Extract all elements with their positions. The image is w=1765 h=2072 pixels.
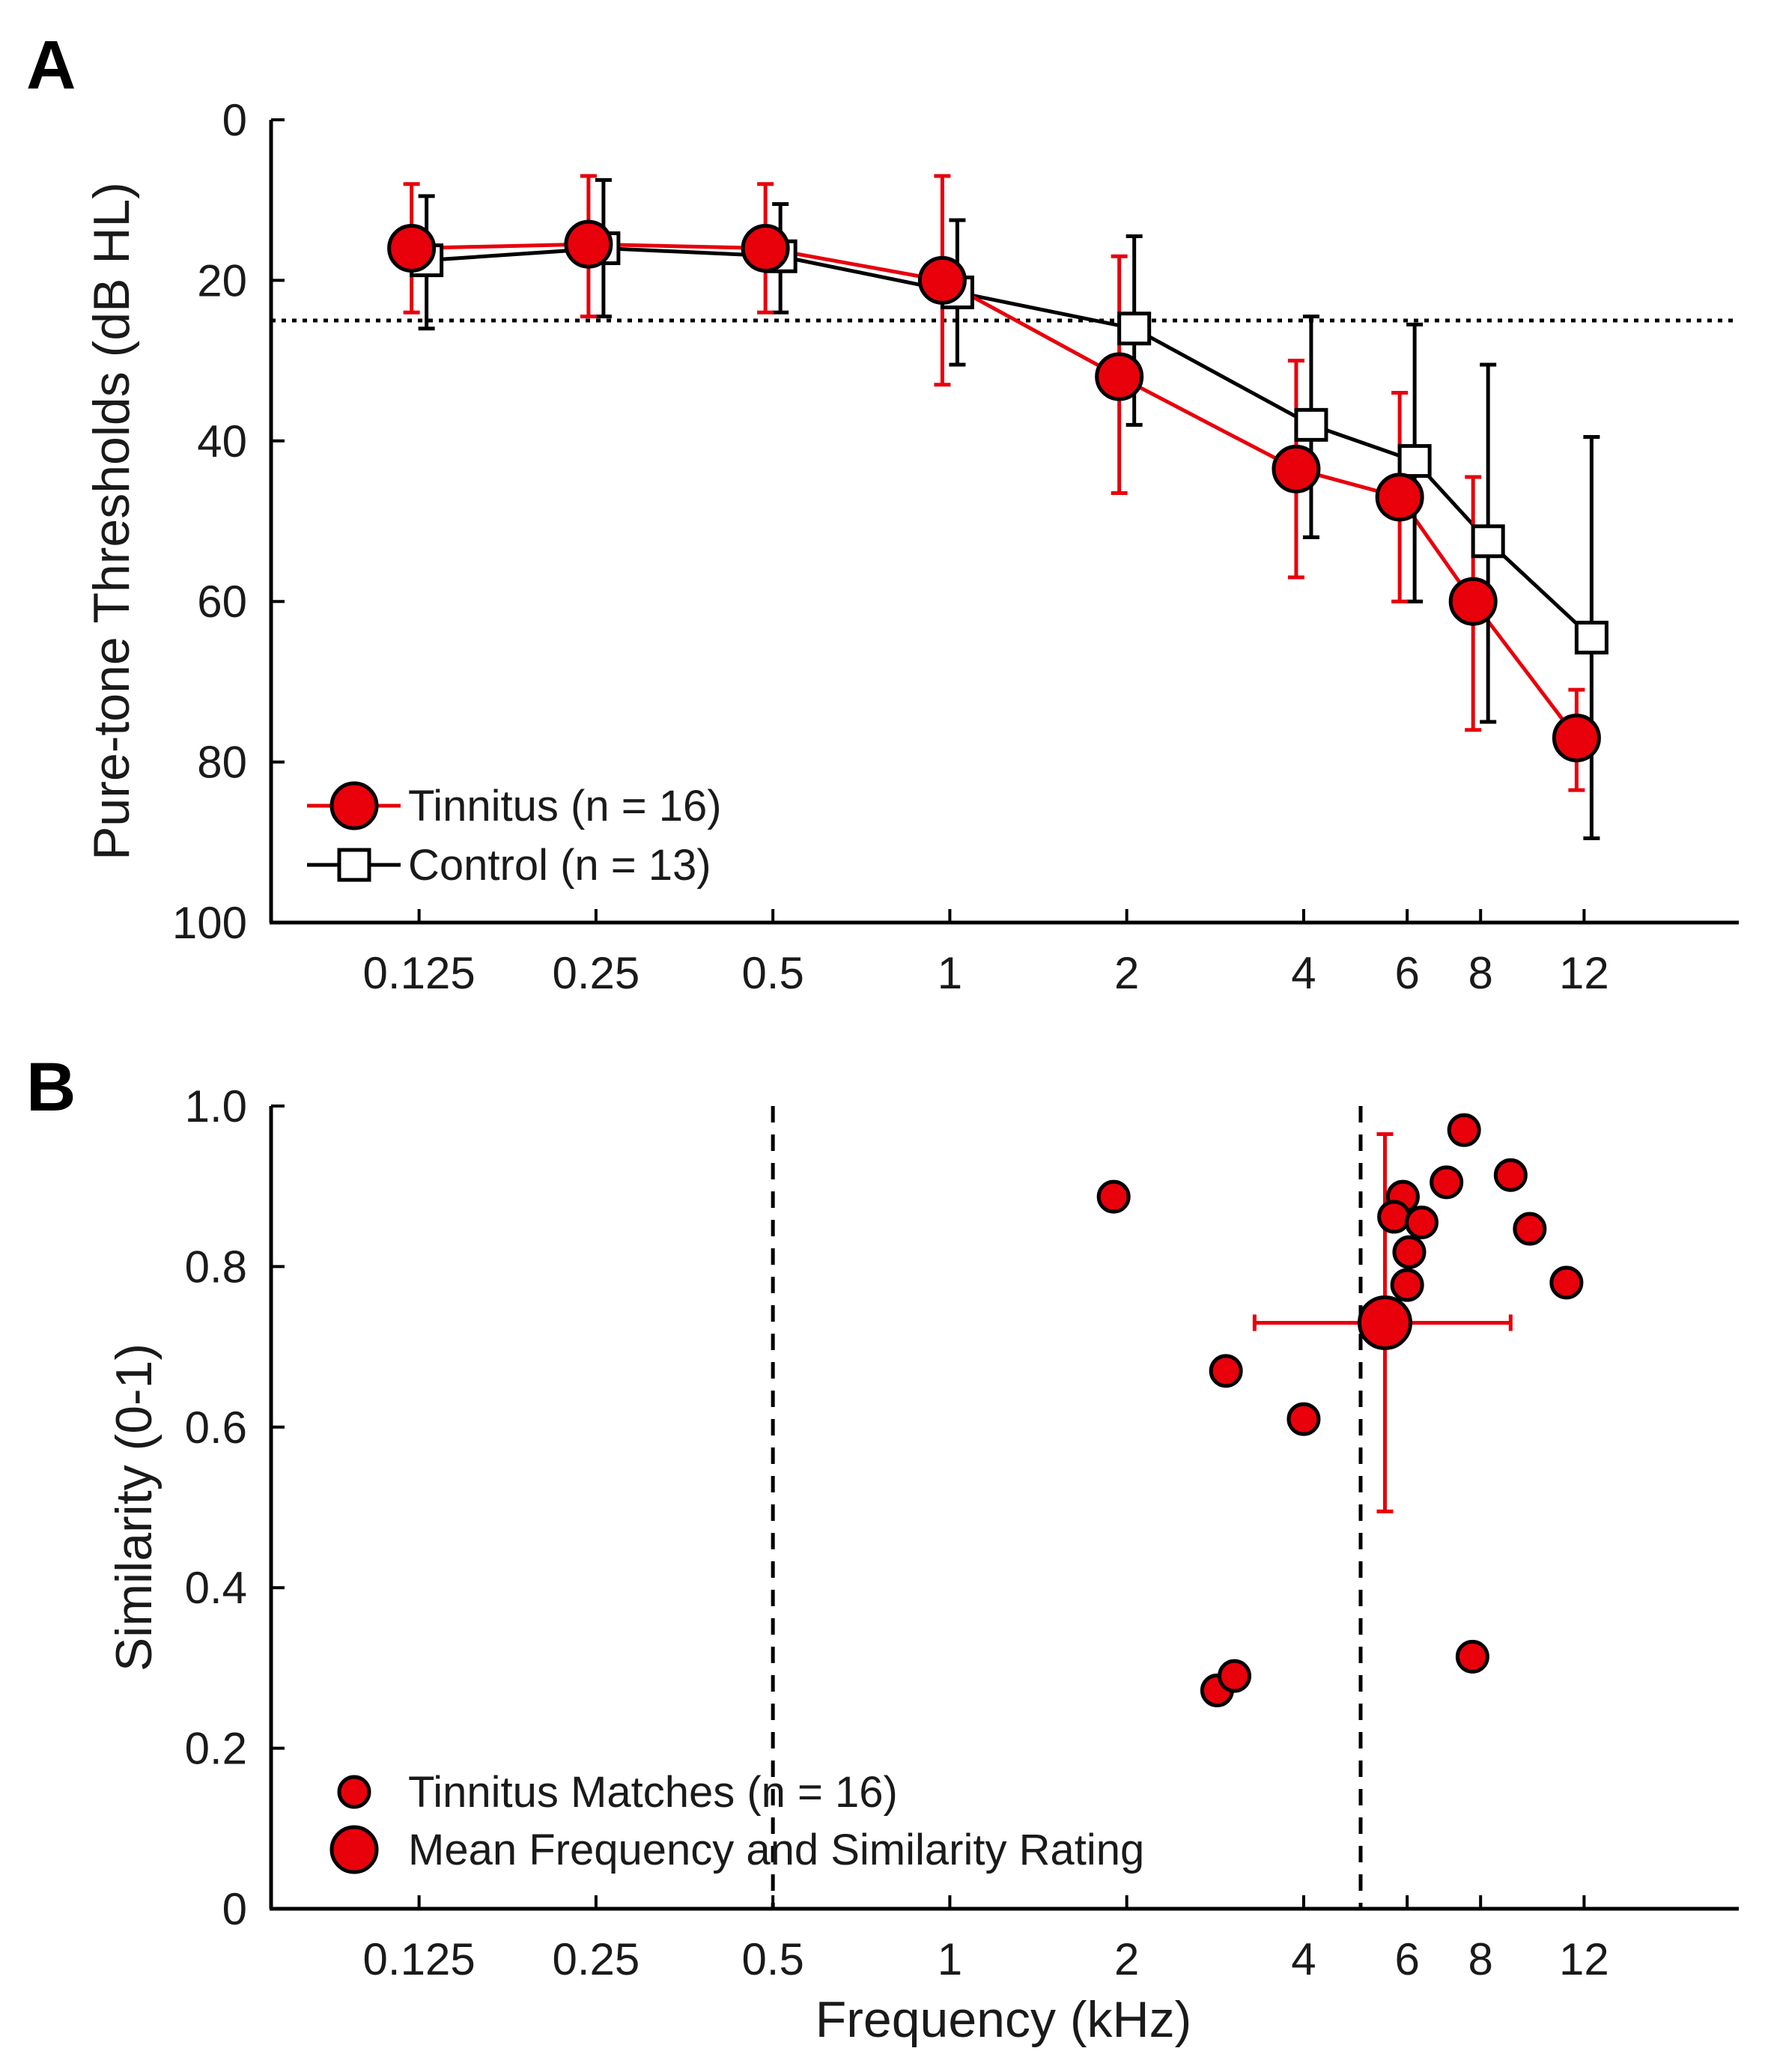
panel-b-mean-point: [1357, 1295, 1412, 1350]
panel-b-match-point: [1390, 1268, 1424, 1302]
panel-b-y-tick-label: 0.6: [185, 1403, 247, 1453]
panel-a-tinnitus-point: [1552, 713, 1601, 762]
panel-b-match-point: [1549, 1266, 1584, 1300]
panel-b-match-point: [1447, 1113, 1481, 1147]
legend-mean-marker: [329, 1825, 379, 1874]
panel-b-y-axis-label: Similarity (0-1): [106, 1343, 162, 1671]
panel-b-x-tick-label: 1: [938, 1934, 962, 1984]
panel-b-match-point: [1455, 1639, 1489, 1674]
legend-tinnitus-label: Tinnitus (n = 16): [408, 782, 722, 830]
legend-matches-marker: [337, 1775, 371, 1809]
panel-a-legend: Tinnitus (n = 16) Control (n = 13): [307, 781, 722, 890]
panel-a-x-tick-label: 12: [1559, 948, 1609, 998]
panel-b-x-tick-label: 0.125: [363, 1934, 476, 1984]
panel-b-match-point: [1286, 1402, 1321, 1436]
panel-b-y-tick-label: 0.4: [185, 1563, 247, 1613]
panel-a-markers: [387, 219, 1608, 762]
panel-a-tinnitus-point: [741, 224, 790, 273]
panel-b-match-point: [1513, 1212, 1547, 1246]
panel-b-match-point: [1377, 1200, 1412, 1234]
legend-tinnitus-marker: [329, 781, 379, 830]
panel-b-y-tick-label: 0: [222, 1884, 247, 1934]
panel-b-x-tick-label: 12: [1559, 1934, 1609, 1984]
panel-a-tinnitus-point: [1095, 352, 1144, 401]
panel-b-match-point: [1430, 1165, 1464, 1200]
legend-matches-label: Tinnitus Matches (n = 16): [408, 1768, 898, 1817]
panel-b-match-point: [1392, 1235, 1427, 1269]
panel-b-y-tick-label: 0.2: [185, 1724, 247, 1774]
panel-a-tinnitus-point: [917, 255, 967, 305]
panel-a-tinnitus-point: [564, 219, 613, 269]
panel-a-control-point: [1574, 620, 1608, 654]
panel-b-match-point: [1096, 1179, 1131, 1214]
panel-b-match-point: [1404, 1205, 1439, 1239]
panel-b-x-tick-label: 0.5: [741, 1934, 803, 1984]
panel-b-legend: Tinnitus Matches (n = 16) Mean Frequency…: [329, 1768, 1144, 1874]
panel-b-y-tick-label: 0.8: [185, 1242, 247, 1292]
panel-a-x-tick-label: 4: [1291, 948, 1316, 998]
panel-a-control-point: [1397, 444, 1432, 478]
panel-a-y-tick-label: 0: [222, 95, 247, 145]
panel-b-x-tick-label: 0.25: [553, 1934, 640, 1984]
panel-a-y-axis-label: Pure-tone Thresholds (dB HL): [83, 182, 140, 860]
legend-control-marker: [337, 848, 371, 882]
panel-b-plot-area: [771, 1106, 1584, 1909]
panel-b-x-tick-labels: 0.125 0.25 0.5 1 2 4 6 8 12: [363, 1934, 1609, 1984]
panel-a-x-tick-label: 0.25: [553, 948, 640, 998]
panel-a-control-point: [1117, 312, 1152, 346]
panel-a-y-tick-label: 20: [197, 255, 247, 306]
panel-b-match-point: [1218, 1659, 1252, 1693]
panel-a-tinnitus-point: [1272, 444, 1321, 493]
panel-a-tinnitus-point: [1448, 577, 1498, 626]
panel-a-y-tick-label: 80: [197, 738, 247, 788]
panel-b-x-tick-label: 2: [1114, 1934, 1139, 1984]
panel-b-reference-lines: [771, 1106, 1363, 1909]
panel-b-match-point: [1209, 1354, 1243, 1388]
panel-a-y-tick-labels: 0 20 40 60 80 100: [172, 95, 247, 948]
panel-a-y-tick-label: 60: [197, 577, 247, 627]
panel-b-x-tick-label: 4: [1291, 1934, 1316, 1984]
panel-a-y-tick-label: 100: [172, 898, 247, 948]
panel-b-markers: [1096, 1113, 1584, 1707]
panel-a-letter: A: [26, 27, 76, 103]
panel-a-tinnitus-point: [387, 224, 437, 273]
panel-b-match-point: [1493, 1158, 1528, 1192]
panel-a-series-line-control: [426, 246, 1594, 639]
panel-b-axes: [269, 1105, 1739, 1911]
legend-mean-label: Mean Frequency and Similarity Rating: [408, 1826, 1144, 1874]
panel-a-control-point: [1294, 407, 1328, 442]
panel-b: B 0.125 0.25 0.5 1 2 4 6 8 12 00.20.40.60.81.0 S…: [26, 1049, 1739, 2048]
panel-b-x-tick-label: 8: [1468, 1934, 1493, 1984]
panel-a-x-tick-label: 6: [1394, 948, 1419, 998]
panel-a-x-tick-label: 0.5: [741, 948, 803, 998]
panel-a-x-tick-label: 8: [1468, 948, 1493, 998]
panel-b-y-tick-label: 1.0: [185, 1081, 247, 1131]
panel-b-y-tick-labels: 0 0.2 0.4 0.6 0.8 1.0: [185, 1081, 247, 1934]
panel-a-x-tick-label: 2: [1114, 948, 1139, 998]
panel-a-axes: [269, 118, 1739, 925]
panel-a-plot-area: [271, 174, 1739, 840]
legend-control-label: Control (n = 13): [408, 841, 711, 890]
panel-a-control-point: [1471, 524, 1505, 559]
panel-b-letter: B: [26, 1049, 76, 1125]
panel-a-x-tick-labels: 0.125 0.25 0.5 1 2 4 6 8 12: [363, 948, 1609, 998]
panel-a-x-tick-label: 0.125: [363, 948, 476, 998]
panel-b-x-tick-label: 6: [1394, 1934, 1419, 1984]
panel-a-y-tick-label: 40: [197, 416, 247, 467]
panel-a-x-tick-label: 1: [938, 948, 962, 998]
panel-a-tinnitus-point: [1375, 473, 1424, 522]
panel-b-x-axis-label: Frequency (kHz): [815, 1991, 1192, 2048]
